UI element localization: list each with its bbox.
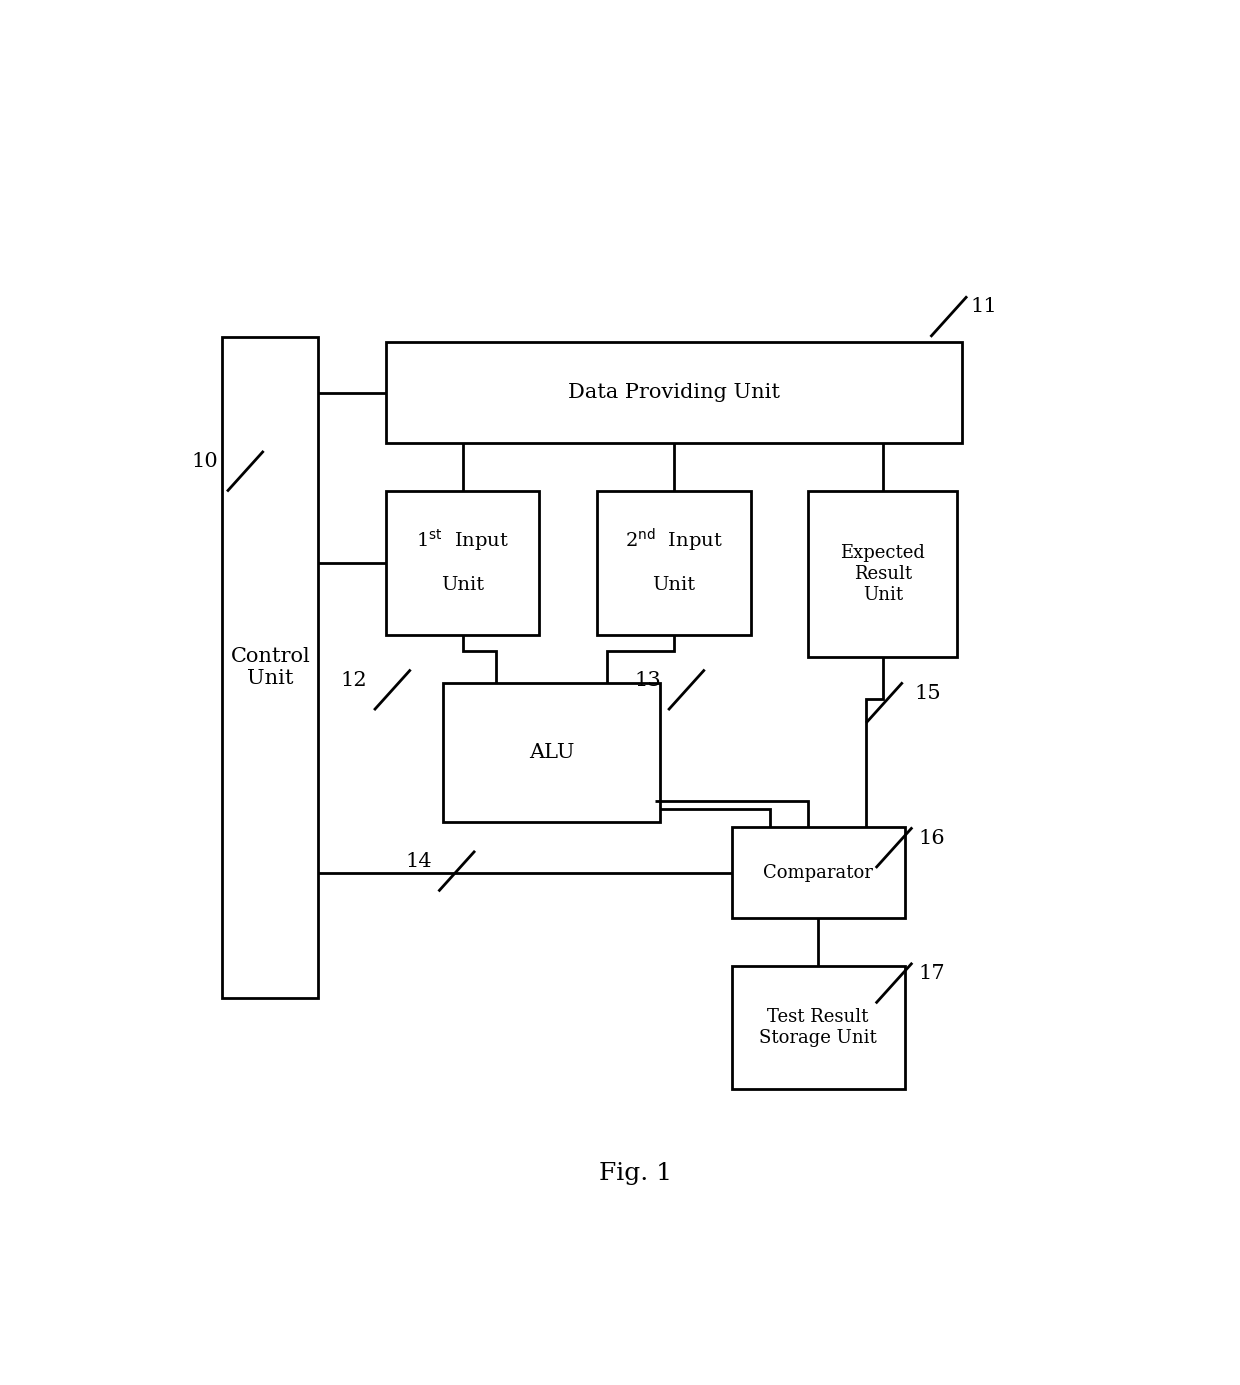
Text: Expected
Result
Unit: Expected Result Unit (841, 544, 925, 604)
Text: 2$^{\sf nd}$  Input: 2$^{\sf nd}$ Input (625, 526, 723, 554)
Text: 16: 16 (918, 828, 945, 848)
Bar (222, 337, 319, 999)
Text: 13: 13 (635, 670, 661, 690)
Text: 11: 11 (970, 298, 997, 316)
Bar (444, 683, 660, 823)
Text: 14: 14 (405, 852, 432, 871)
Text: Comparator: Comparator (763, 864, 873, 882)
Text: Test Result
Storage Unit: Test Result Storage Unit (759, 1008, 877, 1047)
Bar (808, 492, 957, 656)
Text: 12: 12 (341, 670, 367, 690)
Text: 15: 15 (914, 684, 941, 702)
Text: Unit: Unit (441, 576, 484, 594)
Bar (386, 492, 539, 636)
Text: 17: 17 (918, 964, 945, 983)
Bar (732, 967, 905, 1089)
Text: Control
Unit: Control Unit (231, 647, 310, 688)
Bar (596, 492, 750, 636)
Text: Unit: Unit (652, 576, 696, 594)
Bar (386, 342, 962, 443)
Text: 10: 10 (192, 452, 218, 471)
Bar (732, 827, 905, 918)
Text: Data Providing Unit: Data Providing Unit (568, 384, 780, 402)
Text: Fig. 1: Fig. 1 (599, 1162, 672, 1186)
Text: ALU: ALU (528, 744, 574, 762)
Text: 1$^{\sf st}$  Input: 1$^{\sf st}$ Input (417, 528, 508, 553)
